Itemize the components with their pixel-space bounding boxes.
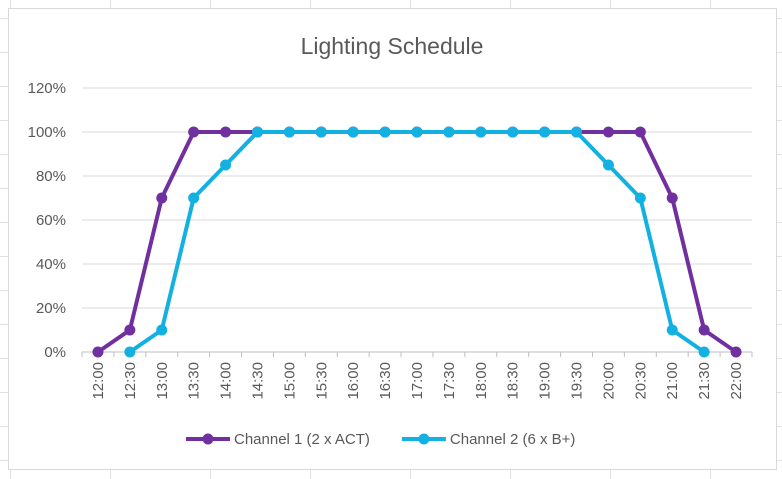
y-axis-tick-labels: 0% 20% 40% 60% 80% 100% 120% xyxy=(28,80,66,361)
data-point[interactable] xyxy=(92,346,104,358)
legend-label: Channel 1 (2 x ACT) xyxy=(234,431,370,448)
x-tick-label: 17:00 xyxy=(409,362,426,400)
data-point[interactable] xyxy=(379,126,391,138)
x-tick-label: 18:30 xyxy=(505,362,522,400)
data-point[interactable] xyxy=(634,192,646,204)
y-tick-label: 60% xyxy=(36,212,66,229)
data-point[interactable] xyxy=(220,126,232,138)
data-point[interactable] xyxy=(602,126,614,138)
y-tick-label: 40% xyxy=(36,256,66,273)
data-point[interactable] xyxy=(698,324,710,336)
x-tick-label: 20:30 xyxy=(632,362,649,400)
x-tick-label: 19:30 xyxy=(569,362,586,400)
x-tick-label: 12:30 xyxy=(122,362,139,400)
x-tick-label: 19:00 xyxy=(537,362,554,400)
legend-label: Channel 2 (6 x B+) xyxy=(450,431,576,448)
x-tick-label: 22:00 xyxy=(728,362,745,400)
data-point[interactable] xyxy=(698,346,710,358)
y-tick-label: 20% xyxy=(36,300,66,317)
legend-item-1[interactable]: Channel 1 (2 x ACT) xyxy=(186,431,370,448)
data-point[interactable] xyxy=(571,126,583,138)
y-tick-label: 80% xyxy=(36,168,66,185)
data-point[interactable] xyxy=(602,159,614,171)
data-point[interactable] xyxy=(251,126,263,138)
series-line[interactable] xyxy=(96,130,738,354)
x-tick-label: 16:00 xyxy=(345,362,362,400)
y-tick-label: 100% xyxy=(28,124,66,141)
x-tick-label: 13:00 xyxy=(154,362,171,400)
data-point[interactable] xyxy=(666,192,678,204)
x-tick-label: 15:00 xyxy=(281,362,298,400)
x-axis-tick-labels: 12:00 12:30 13:00 13:30 14:00 14:30 15:00 15:30… xyxy=(81,352,753,400)
x-tick-label: 12:00 xyxy=(90,362,107,400)
data-point[interactable] xyxy=(347,126,359,138)
x-tick-label: 16:30 xyxy=(377,362,394,400)
data-point[interactable] xyxy=(666,324,678,336)
y-tick-label: 120% xyxy=(28,80,66,97)
x-tick-label: 17:30 xyxy=(441,362,458,400)
legend-swatch-marker xyxy=(202,433,214,445)
data-point[interactable] xyxy=(411,126,423,138)
x-tick-label: 21:00 xyxy=(664,362,681,400)
series-line[interactable] xyxy=(128,130,706,354)
data-point[interactable] xyxy=(220,159,232,171)
x-tick-label: 18:00 xyxy=(473,362,490,400)
x-tick-label: 13:30 xyxy=(186,362,203,400)
data-point[interactable] xyxy=(475,126,487,138)
series-1[interactable] xyxy=(92,126,742,358)
x-tick-label: 21:30 xyxy=(696,362,713,400)
data-point[interactable] xyxy=(188,192,200,204)
data-point[interactable] xyxy=(156,192,168,204)
legend-item-2[interactable]: Channel 2 (6 x B+) xyxy=(401,431,576,448)
data-point[interactable] xyxy=(507,126,519,138)
data-point[interactable] xyxy=(634,126,646,138)
x-tick-label: 14:30 xyxy=(249,362,266,400)
x-tick-label: 20:00 xyxy=(600,362,617,400)
legend-swatch-marker xyxy=(418,433,430,445)
series-lines xyxy=(92,126,742,358)
x-tick-label: 14:00 xyxy=(218,362,235,400)
series-2[interactable] xyxy=(124,126,710,358)
y-tick-label: 0% xyxy=(44,344,66,361)
x-tick-label: 15:30 xyxy=(313,362,330,400)
data-point[interactable] xyxy=(443,126,455,138)
data-point[interactable] xyxy=(283,126,295,138)
data-point[interactable] xyxy=(730,346,742,358)
data-point[interactable] xyxy=(124,346,136,358)
data-point[interactable] xyxy=(156,324,168,336)
data-point[interactable] xyxy=(315,126,327,138)
data-point[interactable] xyxy=(188,126,200,138)
legend[interactable]: Channel 1 (2 x ACT) Channel 2 (6 x B+) xyxy=(186,431,575,448)
data-point[interactable] xyxy=(539,126,551,138)
chart-title: Lighting Schedule xyxy=(301,33,484,59)
data-point[interactable] xyxy=(124,324,136,336)
